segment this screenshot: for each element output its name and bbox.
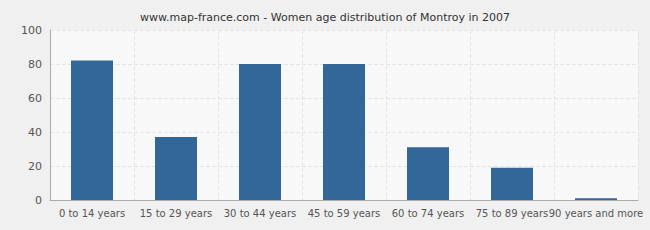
svg-text:60 to 74 years: 60 to 74 years — [392, 208, 465, 219]
svg-text:90 years and more: 90 years and more — [549, 208, 644, 219]
svg-text:20: 20 — [28, 160, 42, 173]
svg-text:www.map-france.com - Women age: www.map-france.com - Women age distribut… — [140, 11, 510, 24]
svg-text:75 to 89 years: 75 to 89 years — [476, 208, 549, 219]
svg-text:40: 40 — [28, 126, 42, 139]
svg-text:45 to 59 years: 45 to 59 years — [308, 208, 381, 219]
svg-text:80: 80 — [28, 58, 42, 71]
svg-text:0: 0 — [35, 194, 42, 207]
svg-text:30 to 44 years: 30 to 44 years — [224, 208, 297, 219]
svg-text:60: 60 — [28, 92, 42, 105]
svg-text:0 to 14 years: 0 to 14 years — [59, 208, 125, 219]
svg-text:100: 100 — [21, 24, 42, 37]
svg-text:15 to 29 years: 15 to 29 years — [140, 208, 213, 219]
